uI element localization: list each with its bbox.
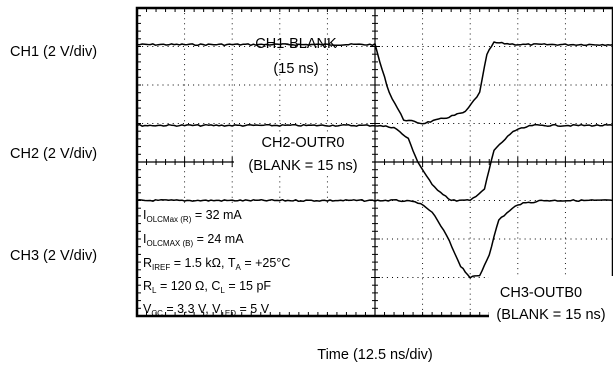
ch1-scale-label: CH1 (2 V/div) bbox=[10, 44, 97, 60]
condition-line-2: IOLCMAX (B) = 24 mA bbox=[143, 232, 244, 248]
ch1-annotation-line2: (15 ns) bbox=[273, 61, 318, 77]
ch2-annotation-bg bbox=[234, 132, 372, 176]
x-axis-label: Time (12.5 ns/div) bbox=[317, 347, 433, 363]
ch3-annotation-bg bbox=[489, 276, 613, 320]
condition-line-1: IOLCMax (R) = 32 mA bbox=[143, 208, 242, 224]
trace-ch3-outb0 bbox=[136, 198, 613, 279]
condition-line-4: RL = 120 Ω, CL = 15 pF bbox=[143, 279, 271, 295]
conditions-bg bbox=[141, 206, 371, 312]
ch1-annotation: CH1-BLANK (15 ns) bbox=[255, 36, 337, 77]
waveform-traces bbox=[136, 41, 613, 279]
trace-ch1-blank bbox=[136, 41, 613, 125]
ch2-annotation: CH2-OUTR0 (BLANK = 15 ns) bbox=[234, 132, 372, 176]
plot-area bbox=[135, 6, 613, 318]
ch2-annotation-line1: CH2-OUTR0 bbox=[262, 135, 345, 151]
trace-ch2-outr0 bbox=[136, 123, 613, 202]
ch3-annotation-line1: CH3-OUTB0 bbox=[500, 285, 582, 301]
ch2-scale-label: CH2 (2 V/div) bbox=[10, 146, 97, 162]
ch3-scale-label: CH3 (2 V/div) bbox=[10, 248, 97, 264]
ch2-annotation-line2: (BLANK = 15 ns) bbox=[248, 158, 357, 174]
ch3-annotation: CH3-OUTB0 (BLANK = 15 ns) bbox=[489, 276, 613, 323]
condition-line-5: VCC = 3.3 V, VLED = 5 V bbox=[143, 302, 270, 318]
plot-frame bbox=[135, 6, 613, 318]
ch1-annotation-line1: CH1-BLANK bbox=[255, 36, 337, 52]
ch3-annotation-line2: (BLANK = 15 ns) bbox=[496, 307, 605, 323]
condition-line-3: RIREF = 1.5 kΩ, TA = +25°C bbox=[143, 256, 290, 272]
test-conditions: IOLCMax (R) = 32 mA IOLCMAX (B) = 24 mA RI… bbox=[141, 206, 371, 318]
